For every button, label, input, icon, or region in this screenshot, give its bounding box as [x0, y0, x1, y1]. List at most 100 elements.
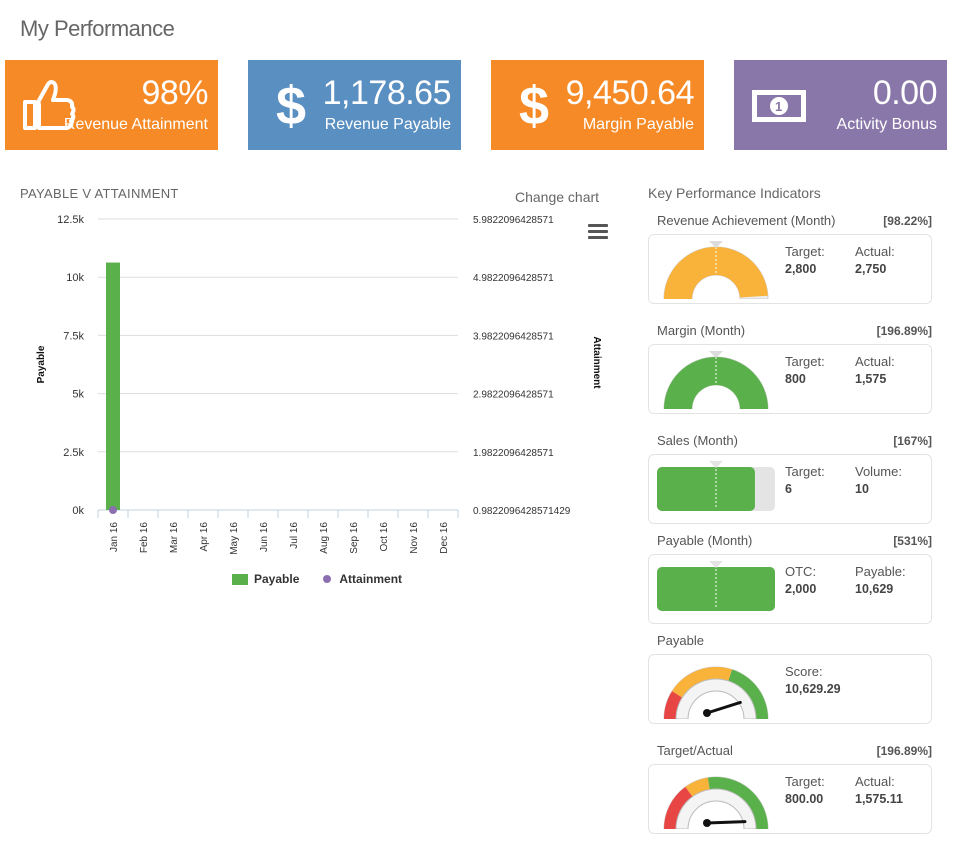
- kpi-percent: [531%]: [893, 534, 932, 548]
- y-axis-title: Payable: [36, 345, 47, 383]
- tile-value: 9,450.64: [565, 74, 695, 112]
- page-title: My Performance: [20, 16, 175, 41]
- gauge-needle: [705, 820, 747, 825]
- y2-axis-title: Attainment: [591, 336, 602, 389]
- kpi-card[interactable]: Target: 6 Volume: 10: [648, 454, 932, 524]
- y2-tick-label: 4.9822096428571: [473, 273, 554, 284]
- gauge-band-green: [707, 777, 768, 829]
- kpi-left-label: OTC:: [785, 564, 817, 579]
- kpi-right-label: Actual:: [855, 774, 895, 789]
- thumbs-up-icon: [23, 80, 76, 130]
- tile-label: Revenue Attainment: [63, 116, 208, 133]
- x-tick-label: Sep 16: [349, 522, 360, 554]
- kpi-right-value: 2,750: [855, 262, 887, 276]
- tile-revenue-attainment[interactable]: 98% Revenue Attainment: [5, 60, 218, 150]
- bar-fill: [657, 467, 755, 511]
- x-tick-label: Nov 16: [409, 522, 420, 554]
- tile-value: 98%: [141, 74, 208, 112]
- kpi-right-label: Actual:: [855, 244, 895, 259]
- tile-value: 0.00: [872, 74, 938, 112]
- x-tick-label: Jul 16: [289, 522, 300, 549]
- bar-marker-icon: [709, 561, 723, 568]
- hamburger-menu-icon[interactable]: [588, 224, 608, 240]
- gauge-band-amber: [685, 777, 710, 797]
- banknote-icon: 1: [752, 90, 806, 122]
- legend-label-attainment[interactable]: Attainment: [339, 572, 403, 586]
- gauge-band-amber: [672, 667, 733, 698]
- gauge-band-red: [664, 691, 683, 719]
- point-attainment: [109, 506, 117, 514]
- gauge-needle-pivot: [703, 709, 711, 717]
- kpi-left-label: Target:: [785, 354, 825, 369]
- kpi-left-value: 800: [785, 372, 806, 386]
- kpi-left-value: 800.00: [785, 792, 824, 806]
- kpi-left-label: Target:: [785, 464, 825, 479]
- kpi-progress-bar: [657, 461, 775, 511]
- gauge-marker-icon: [709, 351, 723, 358]
- tile-revenue-payable[interactable]: $ 1,178.65 Revenue Payable: [248, 60, 461, 150]
- y2-tick-label: 2.9822096428571: [473, 390, 554, 401]
- legend-label-payable[interactable]: Payable: [254, 572, 300, 586]
- dollar-icon: $: [276, 76, 306, 136]
- kpi-title: Sales (Month): [657, 433, 738, 448]
- kpi-left-label: Target:: [785, 774, 825, 789]
- kpi-card[interactable]: Score: 10,629.29: [648, 654, 932, 724]
- y-tick-label: 0k: [72, 505, 84, 517]
- kpi-right-value: 10,629: [855, 582, 894, 596]
- y-tick-label: 7.5k: [63, 330, 84, 342]
- tile-value: 1,178.65: [322, 74, 452, 112]
- kpi-gauge: [663, 351, 769, 409]
- tile-margin-payable[interactable]: $ 9,450.64 Margin Payable: [491, 60, 704, 150]
- kpi-progress-bar: [657, 561, 775, 611]
- kpi-left-value: 2,800: [785, 262, 817, 276]
- y-tick-label: 2.5k: [63, 447, 84, 459]
- kpi-left-value: 10,629.29: [785, 682, 841, 696]
- gauge-inner: [675, 678, 757, 719]
- kpi-card[interactable]: Target: 800.00 Actual: 1,575.11: [648, 764, 932, 834]
- kpi-gauge: [663, 776, 769, 829]
- kpi-title: Revenue Achievement (Month): [657, 213, 836, 228]
- kpi-heading: Key Performance Indicators: [648, 185, 821, 201]
- kpi-right-label: Payable:: [855, 564, 906, 579]
- kpi-right-label: Actual:: [855, 354, 895, 369]
- y2-tick-label: 5.9822096428571: [473, 215, 554, 226]
- x-tick-label: Apr 16: [199, 522, 210, 552]
- kpi-percent: [196.89%]: [876, 324, 932, 338]
- kpi-title: Payable: [657, 633, 704, 648]
- gauge-needle-pivot: [703, 819, 711, 827]
- gauge-band-red: [664, 786, 693, 829]
- kpi-card[interactable]: Target: 800 Actual: 1,575: [648, 344, 932, 414]
- kpi-left-value: 2,000: [785, 582, 817, 596]
- legend-swatch-payable[interactable]: [232, 573, 248, 585]
- y2-tick-label: 1.9822096428571: [473, 448, 554, 459]
- legend-swatch-attainment[interactable]: [323, 575, 332, 583]
- y2-tick-label: 0.9822096428571429: [473, 506, 571, 517]
- kpi-percent: [98.22%]: [883, 214, 932, 228]
- tile-activity-bonus[interactable]: 1 0.00 Activity Bonus: [734, 60, 947, 150]
- bar-marker-icon: [709, 461, 723, 468]
- kpi-gauge: [663, 241, 769, 299]
- change-chart-link[interactable]: Change chart: [515, 189, 600, 205]
- svg-text:1: 1: [775, 99, 782, 114]
- svg-text:$: $: [519, 76, 549, 136]
- x-tick-label: Feb 16: [139, 522, 150, 554]
- x-tick-label: Aug 16: [319, 522, 330, 554]
- kpi-left-label: Score:: [785, 664, 823, 679]
- kpi-percent: [167%]: [893, 434, 932, 448]
- kpi-card[interactable]: Target: 2,800 Actual: 2,750: [648, 234, 932, 304]
- kpi-percent: [196.89%]: [876, 744, 932, 758]
- gauge-marker-icon: [709, 241, 723, 248]
- x-tick-label: Oct 16: [379, 522, 390, 552]
- kpi-right-value: 10: [855, 482, 869, 496]
- kpi-right-label: Volume:: [855, 464, 902, 479]
- x-tick-label: Jan 16: [109, 522, 120, 552]
- y2-tick-label: 3.9822096428571: [473, 331, 554, 342]
- gauge-inner: [675, 788, 757, 829]
- kpi-right-value: 1,575: [855, 372, 887, 386]
- kpi-card[interactable]: OTC: 2,000 Payable: 10,629: [648, 554, 932, 624]
- x-tick-label: Jun 16: [259, 522, 270, 552]
- tile-label: Margin Payable: [582, 116, 694, 133]
- dollar-icon: $: [519, 76, 549, 136]
- bar-payable: [106, 262, 120, 510]
- x-tick-label: Dec 16: [439, 522, 450, 554]
